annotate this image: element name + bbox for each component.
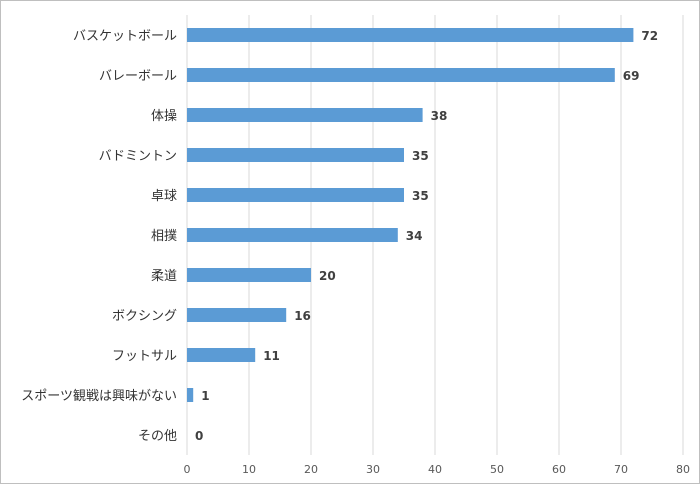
category-label: フットサル xyxy=(112,349,177,364)
bar xyxy=(187,108,423,122)
data-label: 11 xyxy=(263,349,280,363)
bar xyxy=(187,68,615,82)
data-label: 35 xyxy=(412,149,429,163)
data-label: 38 xyxy=(431,109,448,123)
data-label: 0 xyxy=(195,429,203,443)
category-label: バレーボール xyxy=(99,69,177,84)
category-label: バドミントン xyxy=(99,149,177,164)
bars xyxy=(187,28,634,402)
bar xyxy=(187,188,404,202)
data-label: 20 xyxy=(319,269,336,283)
category-label: 体操 xyxy=(151,108,177,124)
x-tick-label: 80 xyxy=(676,463,690,476)
category-label: スポーツ観戦は興味がない xyxy=(21,389,177,404)
bar xyxy=(187,388,194,402)
data-label: 1 xyxy=(201,389,209,403)
data-label: 35 xyxy=(412,189,429,203)
x-tick-label: 10 xyxy=(242,463,256,476)
category-label: バスケットボール xyxy=(73,29,177,44)
bar xyxy=(187,308,287,322)
x-tick-label: 70 xyxy=(614,463,628,476)
x-tick-label: 0 xyxy=(184,463,191,476)
category-label: 柔道 xyxy=(151,269,177,284)
data-label: 34 xyxy=(406,229,423,243)
data-label: 16 xyxy=(294,309,311,323)
x-tick-label: 20 xyxy=(304,463,318,476)
x-tick-label: 50 xyxy=(490,463,504,476)
category-label: その他 xyxy=(138,429,177,444)
category-label: 卓球 xyxy=(151,189,177,204)
bar xyxy=(187,268,311,282)
bar xyxy=(187,348,256,362)
data-label: 72 xyxy=(641,29,658,43)
x-axis-tick-labels: 0 10 20 30 40 50 60 70 80 xyxy=(184,463,691,476)
x-tick-label: 40 xyxy=(428,463,442,476)
bar xyxy=(187,148,404,162)
bar xyxy=(187,228,398,242)
category-label: 相撲 xyxy=(151,229,177,244)
bar xyxy=(187,28,634,42)
category-label: ボクシング xyxy=(112,309,177,324)
data-label: 69 xyxy=(623,69,640,83)
x-tick-label: 30 xyxy=(366,463,380,476)
gridlines xyxy=(186,15,684,455)
x-tick-label: 60 xyxy=(552,463,566,476)
category-labels: バスケットボールバレーボール体操バドミントン卓球相撲柔道ボクシングフットサルスポ… xyxy=(21,29,177,444)
